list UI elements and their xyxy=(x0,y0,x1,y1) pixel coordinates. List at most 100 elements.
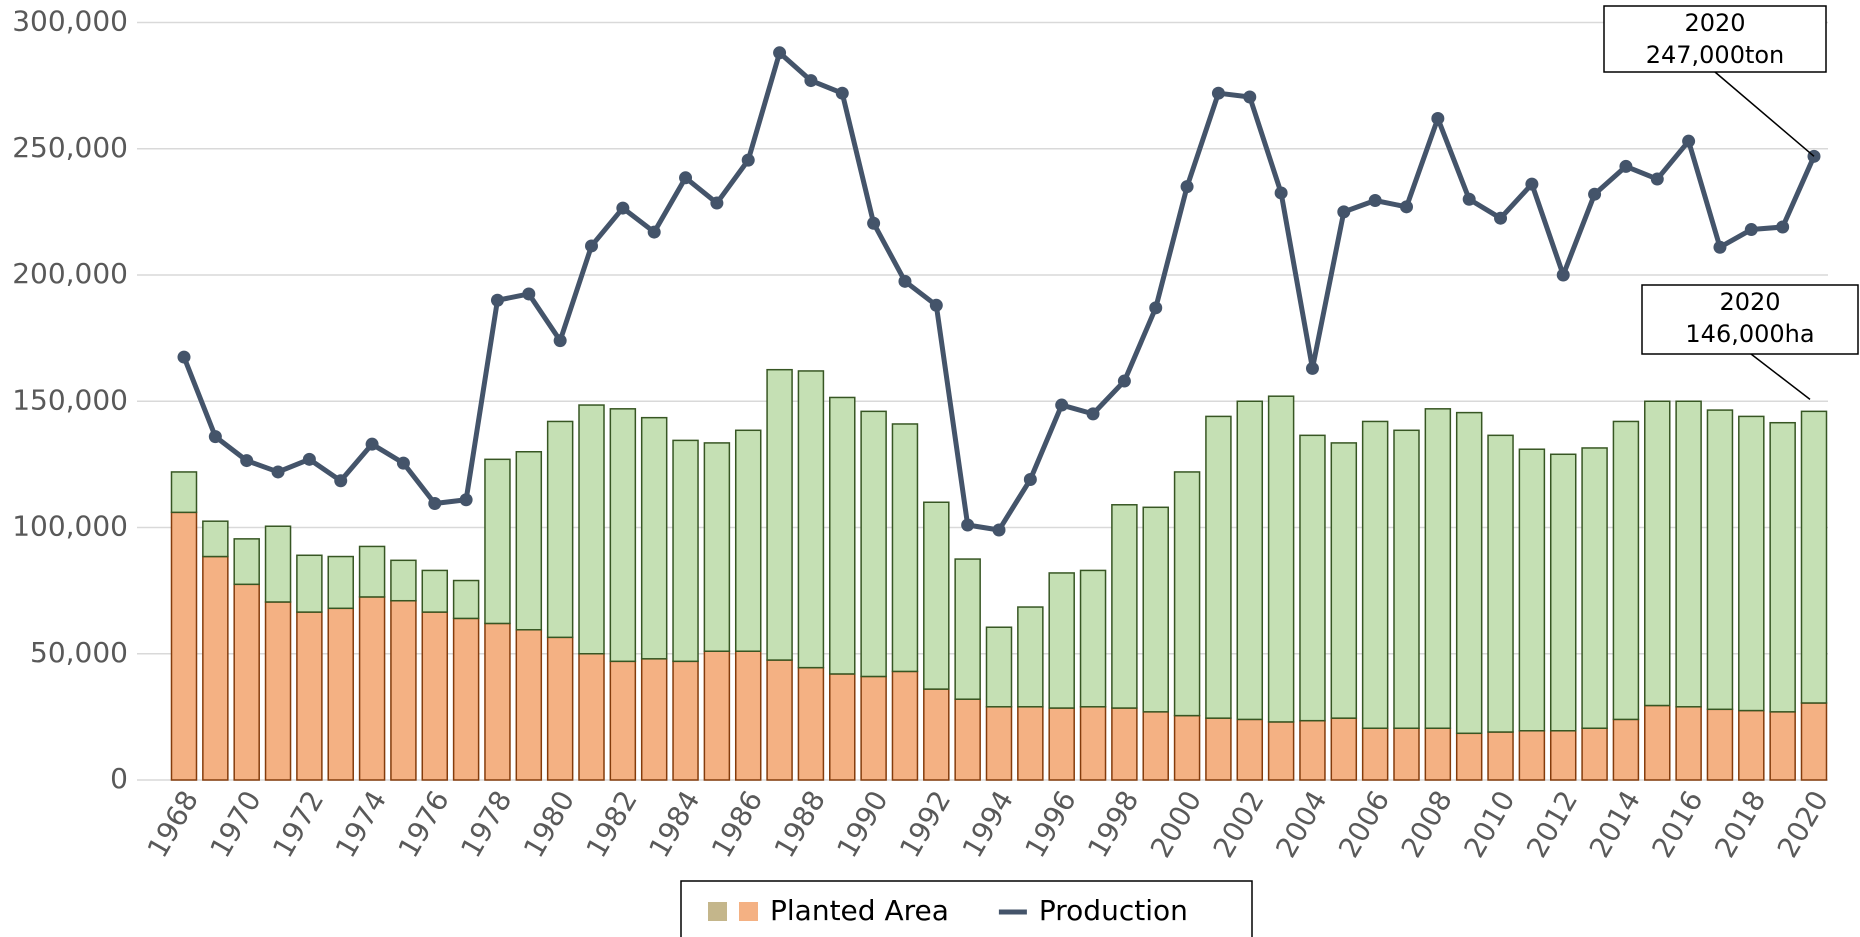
bar-segment xyxy=(1267,395,1295,723)
line-marker xyxy=(1400,200,1413,214)
line-marker xyxy=(1650,172,1664,186)
bar-segment xyxy=(515,629,543,781)
bar-segment xyxy=(1142,506,1169,713)
line-marker xyxy=(1431,111,1445,125)
bar-segment xyxy=(1487,434,1514,733)
line-marker xyxy=(804,74,818,88)
x-tick-label: 1974 xyxy=(329,785,393,863)
annotation-text: 146,000ha xyxy=(1685,320,1814,348)
line-marker xyxy=(1274,186,1288,200)
bar-segment xyxy=(1518,448,1546,732)
bar-segment xyxy=(421,611,449,781)
bar-segment xyxy=(1017,606,1044,708)
bar-segment xyxy=(985,626,1013,708)
bar-segment xyxy=(233,583,260,781)
bar-segment xyxy=(1612,718,1640,781)
bar-segment xyxy=(296,611,323,781)
bar-segment xyxy=(421,569,449,613)
bar-segment xyxy=(1299,434,1326,722)
line-marker xyxy=(177,350,191,364)
line-marker xyxy=(1086,407,1100,421)
bar-segment xyxy=(891,423,919,673)
bar-segment xyxy=(1361,420,1389,729)
x-tick-label: 2020 xyxy=(1771,785,1835,863)
x-tick-label: 1968 xyxy=(141,785,205,863)
bar-segment xyxy=(1111,707,1138,781)
bar-segment xyxy=(1455,732,1483,781)
bar-segment xyxy=(327,555,354,610)
bar-segment xyxy=(1581,727,1608,781)
line-marker xyxy=(1055,398,1069,412)
bar-segment xyxy=(1111,504,1138,709)
bar-segment xyxy=(358,545,386,598)
x-tick-label: 1970 xyxy=(203,785,267,863)
bar-segment xyxy=(703,442,731,652)
bar-segment xyxy=(1393,727,1420,781)
x-tick-label: 2016 xyxy=(1645,785,1709,863)
line-marker xyxy=(992,523,1006,537)
bar-segment xyxy=(797,370,825,669)
annotation-text: 2020 xyxy=(1719,288,1780,316)
x-tick-label: 2000 xyxy=(1144,785,1208,863)
bar-segment xyxy=(1330,717,1358,781)
line-marker xyxy=(1588,187,1602,201)
bar-segment xyxy=(734,429,762,652)
x-tick-label: 1982 xyxy=(580,785,644,863)
line-marker xyxy=(334,474,348,488)
x-tick-label: 2010 xyxy=(1457,785,1521,863)
bar-segment xyxy=(703,650,731,781)
line-marker xyxy=(553,334,567,348)
bar-segment xyxy=(452,617,480,781)
bar-segment xyxy=(170,471,198,514)
bar-segment xyxy=(923,501,950,690)
y-tick-label: 0 xyxy=(110,762,128,795)
bar-segment xyxy=(1675,706,1702,781)
line-marker xyxy=(1211,86,1225,100)
bar-segment xyxy=(1769,711,1796,781)
line-marker xyxy=(1149,301,1163,315)
x-tick-label: 2012 xyxy=(1520,785,1584,863)
bar-segment xyxy=(1738,415,1765,712)
x-tick-label: 1994 xyxy=(956,785,1020,863)
bar-segment xyxy=(1487,731,1514,781)
bar-segment xyxy=(829,673,856,781)
bar-segment xyxy=(1236,718,1264,781)
line-marker xyxy=(522,287,536,301)
line-marker xyxy=(1023,473,1037,487)
bar-segment xyxy=(766,368,793,661)
bar-segment xyxy=(1706,708,1734,781)
bar-segment xyxy=(1142,711,1169,781)
bar-segment xyxy=(985,706,1013,781)
line-marker xyxy=(1117,374,1131,388)
bar-segment xyxy=(1173,714,1201,781)
line-marker xyxy=(585,239,598,253)
line-marker xyxy=(1180,180,1194,194)
line-marker xyxy=(459,493,473,507)
x-tick-label: 2004 xyxy=(1269,785,1333,863)
bar-segment xyxy=(891,670,919,781)
x-tick-label: 1976 xyxy=(392,785,456,863)
line-marker xyxy=(1619,159,1633,173)
bar-segment xyxy=(1769,421,1796,713)
line-marker xyxy=(1305,361,1319,375)
line-marker xyxy=(240,454,254,468)
bar-segment xyxy=(484,622,511,781)
bar-segment xyxy=(1549,730,1577,781)
y-tick-label: 100,000 xyxy=(12,510,128,543)
x-tick-label: 1978 xyxy=(454,785,518,863)
line-marker xyxy=(710,196,724,210)
bar-segment xyxy=(1299,719,1326,781)
bar-segment xyxy=(954,698,981,781)
bar-segment xyxy=(923,688,950,781)
line-marker xyxy=(1776,220,1790,234)
x-tick-label: 2014 xyxy=(1583,785,1647,863)
bar-segment xyxy=(609,408,637,663)
bar-segment xyxy=(1017,706,1044,781)
annotation-text: 247,000ton xyxy=(1646,41,1785,69)
line-marker xyxy=(1682,134,1696,148)
bar-segment xyxy=(1549,453,1577,732)
bar-segment xyxy=(202,555,229,781)
bar-segment xyxy=(1644,400,1671,707)
bar-segment xyxy=(546,420,574,639)
